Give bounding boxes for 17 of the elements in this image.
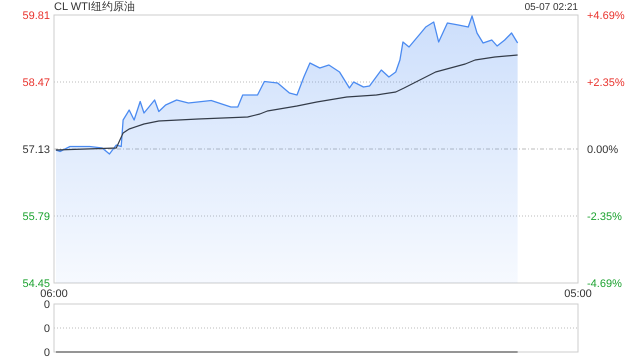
y2-tick-label: 0.00% [587,144,618,156]
y-tick-label: 58.47 [22,77,50,89]
text: 05-07 02:21 [524,2,578,13]
y-tick-label: 59.81 [22,10,50,22]
y-tick-label: 0 [44,347,50,359]
y-tick-label: 0 [44,299,50,311]
y2-tick-label: +4.69% [587,10,625,22]
y-tick-label: 0 [44,323,50,335]
chart-title: CL WTI纽约原油 [54,0,135,13]
y-tick-label: 57.13 [22,144,50,156]
x-tick-label: 06:00 [40,288,68,300]
y2-tick-label: +2.35% [587,76,625,89]
y-tick-label: 54.45 [22,278,50,290]
y2-tick-label: -2.35% [587,211,622,224]
x-tick-label: 05:00 [564,288,592,300]
y-tick-label: 55.79 [22,211,50,223]
y2-tick-label: -4.69% [587,278,622,290]
